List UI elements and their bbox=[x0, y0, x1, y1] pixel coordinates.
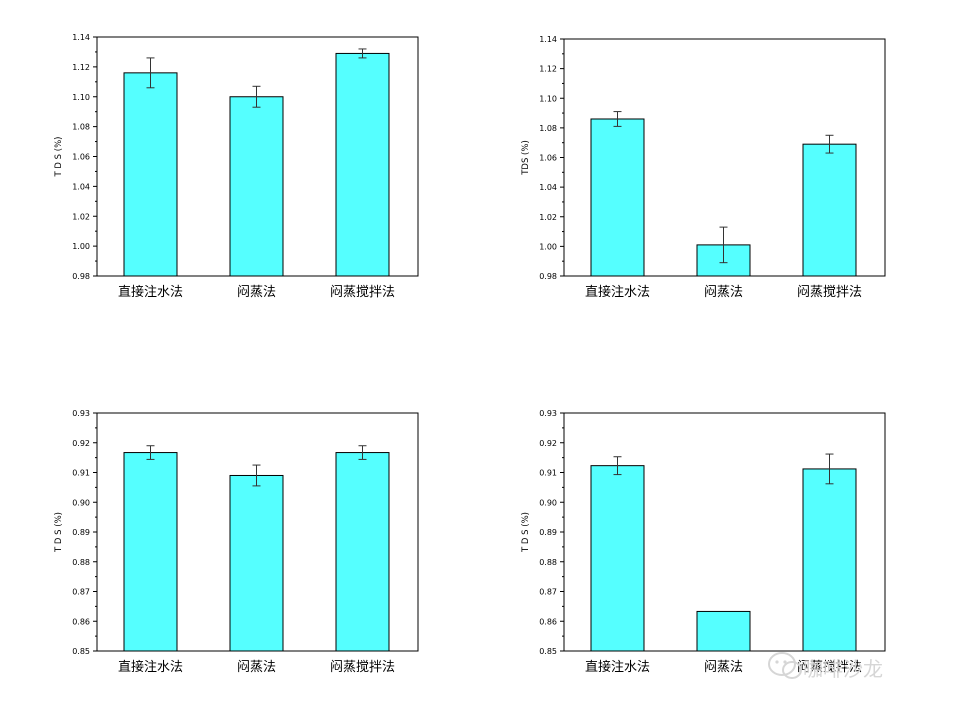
y-tick-label: 1.06 bbox=[539, 154, 557, 163]
y-tick-label: 0.93 bbox=[539, 409, 557, 418]
bar bbox=[590, 465, 645, 652]
error-bar bbox=[252, 464, 261, 487]
y-tick-label: 0.98 bbox=[72, 272, 90, 281]
bar bbox=[229, 96, 284, 277]
error-bar bbox=[358, 48, 367, 59]
y-tick-label: 1.06 bbox=[72, 153, 90, 162]
y-tick-label: 0.93 bbox=[72, 409, 90, 418]
chart-panel-1: 0.98 1.00 1.02 1.04 1.06 1.08 1.10 1.12 1.14 T D … bbox=[54, 33, 419, 300]
x-tick-label: 闷蒸搅拌法 bbox=[797, 284, 862, 300]
y-tick-label: 1.00 bbox=[539, 242, 557, 251]
y-tick-label: 0.88 bbox=[72, 558, 90, 567]
y-tick-label: 1.02 bbox=[72, 212, 90, 221]
chat-bubble-icon bbox=[768, 652, 802, 679]
y-tick-label: 1.14 bbox=[72, 33, 90, 42]
error-bar bbox=[825, 453, 834, 485]
y-tick-label: 1.12 bbox=[72, 63, 90, 72]
plot-frame bbox=[563, 38, 886, 277]
y-tick-label: 0.86 bbox=[72, 617, 90, 626]
y-axis-label: TDS (%) bbox=[521, 140, 531, 176]
y-tick-label: 0.98 bbox=[539, 272, 557, 281]
bar bbox=[802, 468, 857, 652]
x-tick-label: 直接注水法 bbox=[118, 659, 183, 675]
y-tick-label: 1.04 bbox=[539, 183, 557, 192]
error-bar bbox=[719, 226, 728, 264]
y-tick-label: 1.12 bbox=[539, 65, 557, 74]
error-bar bbox=[613, 456, 622, 476]
y-tick-label: 0.88 bbox=[539, 558, 557, 567]
bar bbox=[123, 452, 178, 652]
y-tick-label: 0.91 bbox=[72, 469, 90, 478]
y-tick-label: 0.89 bbox=[539, 528, 557, 537]
bar bbox=[229, 474, 284, 652]
watermark-text: 咖啡沙龙 bbox=[803, 657, 883, 681]
y-tick-label: 0.86 bbox=[539, 617, 557, 626]
error-bar bbox=[252, 85, 261, 108]
plot-frame bbox=[563, 412, 886, 652]
y-tick-label: 0.92 bbox=[72, 439, 90, 448]
x-tick-label: 直接注水法 bbox=[585, 284, 650, 300]
bar bbox=[123, 72, 178, 277]
y-tick-label: 0.87 bbox=[72, 588, 90, 597]
y-tick-label: 0.89 bbox=[72, 528, 90, 537]
error-bar bbox=[146, 445, 155, 460]
chart-panel-3: 0.85 0.86 0.87 0.88 0.89 0.90 0.91 0.92 0.93 T D … bbox=[54, 409, 419, 675]
y-tick-label: 0.85 bbox=[539, 647, 557, 656]
y-tick-label: 1.00 bbox=[72, 242, 90, 251]
x-tick-label: 闷蒸搅拌法 bbox=[330, 284, 395, 300]
y-tick-label: 0.91 bbox=[539, 469, 557, 478]
y-tick-label: 1.08 bbox=[72, 123, 90, 132]
bar bbox=[802, 143, 857, 277]
y-tick-label: 1.10 bbox=[72, 93, 90, 102]
bar bbox=[335, 52, 390, 277]
y-tick-label: 0.85 bbox=[72, 647, 90, 656]
y-tick-label: 1.02 bbox=[539, 213, 557, 222]
x-tick-label: 闷蒸法 bbox=[237, 660, 276, 675]
error-bar bbox=[825, 134, 834, 154]
y-tick-label: 0.90 bbox=[72, 498, 90, 507]
x-tick-label: 闷蒸法 bbox=[704, 285, 743, 300]
y-tick-label: 0.92 bbox=[539, 439, 557, 448]
bar bbox=[696, 610, 751, 652]
chart-panel-2: 0.98 1.00 1.02 1.04 1.06 1.08 1.10 1.12 1.14 TDS … bbox=[521, 35, 886, 300]
y-tick-label: 1.08 bbox=[539, 124, 557, 133]
chart-panel-4: 0.85 0.86 0.87 0.88 0.89 0.90 0.91 0.92 0.93 T D … bbox=[521, 409, 886, 675]
y-tick-label: 1.10 bbox=[539, 94, 557, 103]
x-tick-label: 直接注水法 bbox=[585, 659, 650, 675]
y-tick-label: 0.90 bbox=[539, 498, 557, 507]
bar bbox=[335, 452, 390, 652]
x-tick-label: 直接注水法 bbox=[118, 284, 183, 300]
plot-frame bbox=[96, 36, 419, 277]
y-tick-label: 0.87 bbox=[539, 588, 557, 597]
y-axis-label: T D S (%) bbox=[54, 137, 64, 178]
bar bbox=[590, 118, 645, 277]
plot-frame bbox=[96, 412, 419, 652]
x-tick-label: 闷蒸搅拌法 bbox=[797, 659, 862, 675]
x-tick-label: 闷蒸法 bbox=[237, 285, 276, 300]
x-tick-label: 闷蒸法 bbox=[704, 660, 743, 675]
error-bar bbox=[613, 111, 622, 127]
error-bar bbox=[358, 445, 367, 460]
watermark: 咖啡沙龙 bbox=[768, 652, 883, 681]
error-bar bbox=[146, 57, 155, 89]
y-axis-label: T D S (%) bbox=[521, 512, 531, 553]
y-tick-label: 1.04 bbox=[72, 182, 90, 191]
y-axis-label: T D S (%) bbox=[54, 512, 64, 553]
x-tick-label: 闷蒸搅拌法 bbox=[330, 659, 395, 675]
y-tick-label: 1.14 bbox=[539, 35, 557, 44]
